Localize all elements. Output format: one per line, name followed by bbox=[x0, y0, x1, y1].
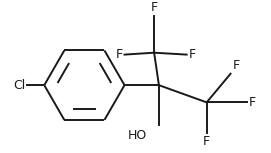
Text: HO: HO bbox=[128, 129, 147, 142]
Text: F: F bbox=[115, 48, 122, 61]
Text: F: F bbox=[233, 59, 240, 72]
Text: F: F bbox=[151, 2, 158, 15]
Text: F: F bbox=[203, 135, 210, 148]
Text: F: F bbox=[189, 48, 196, 61]
Text: Cl: Cl bbox=[13, 79, 25, 92]
Text: F: F bbox=[249, 96, 256, 109]
